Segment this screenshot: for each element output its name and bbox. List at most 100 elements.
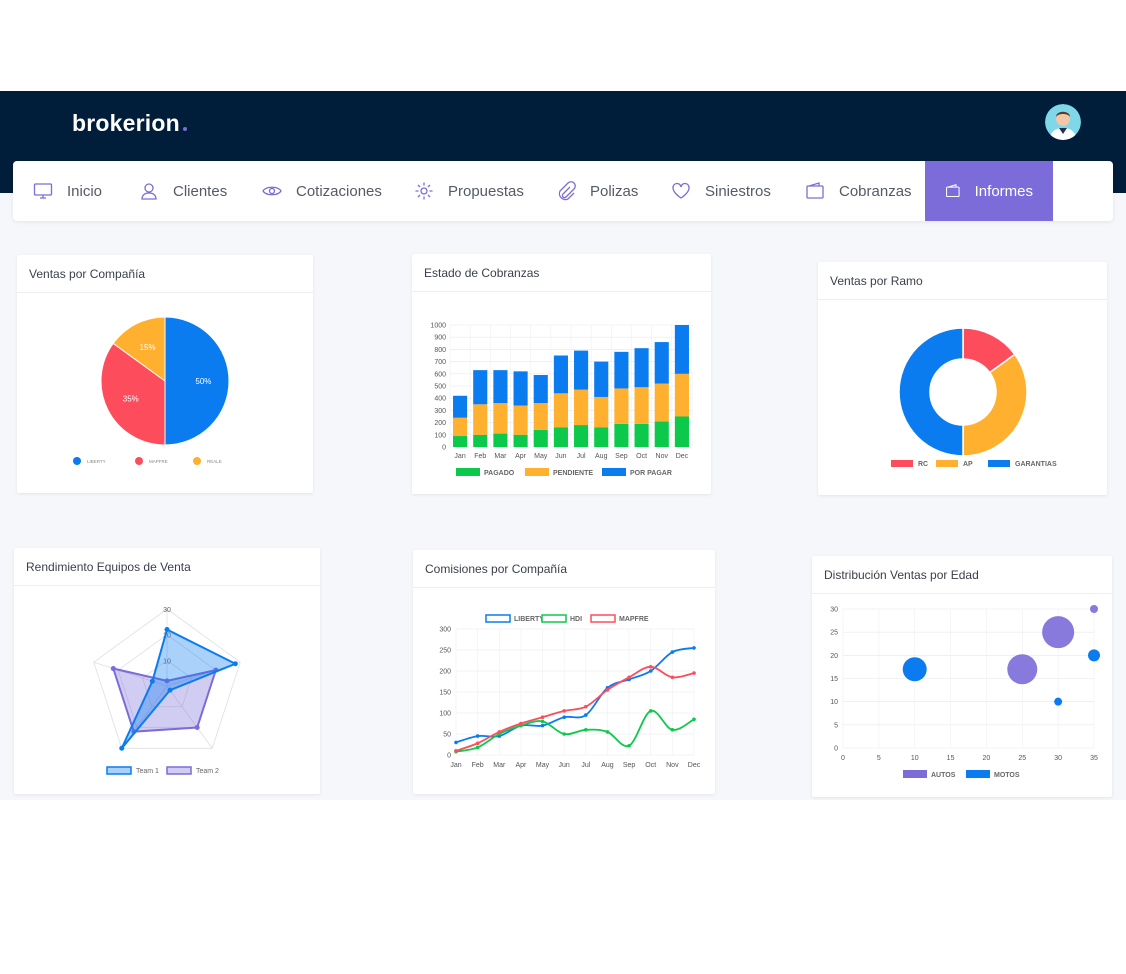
legend-label: REALE	[207, 459, 222, 464]
line-point	[648, 709, 653, 713]
legend-marker	[166, 766, 192, 775]
nav-item-clientes[interactable]: Clientes	[139, 161, 227, 221]
gear-icon	[415, 182, 433, 200]
nav-item-cobranzas[interactable]: Cobranzas	[805, 161, 912, 221]
line-point	[562, 715, 566, 719]
card-title: Distribución Ventas por Edad	[812, 556, 1112, 594]
bubble-point	[1090, 605, 1098, 613]
bar-segment	[594, 396, 609, 428]
card-ventas-por-compania: Ventas por Compañía 50% 35% 15% LIBERTY MAPF…	[17, 255, 313, 493]
line-point	[648, 669, 653, 673]
legend-label: AUTOS	[931, 772, 956, 779]
y-tick-label: 1000	[430, 323, 446, 330]
x-tick-label: Apr	[515, 453, 527, 460]
y-tick-label: 5	[834, 722, 838, 729]
x-tick-label: Feb	[474, 453, 486, 460]
x-tick-label: 0	[841, 755, 845, 762]
bar-segment	[594, 361, 609, 397]
y-tick-label: 250	[439, 648, 451, 655]
main-nav: Inicio Clientes Cotizaciones Propuestas …	[13, 161, 1113, 221]
line-point	[540, 719, 545, 724]
user-avatar[interactable]	[1045, 104, 1081, 140]
nav-item-propuestas[interactable]: Propuestas	[414, 161, 524, 221]
x-tick-label: 35	[1090, 755, 1098, 762]
nav-label: Cotizaciones	[296, 182, 382, 200]
y-tick-label: 700	[434, 359, 446, 366]
user-icon	[141, 183, 157, 200]
brand-logo[interactable]: brokerion	[72, 110, 187, 137]
x-tick-label: Sep	[615, 453, 628, 460]
nav-label: Propuestas	[448, 182, 524, 200]
bar-segment	[513, 434, 528, 447]
x-tick-label: Mar	[494, 453, 507, 460]
line-point	[475, 741, 480, 746]
legend-marker	[485, 614, 511, 623]
nav-item-cotizaciones[interactable]: Cotizaciones	[262, 161, 382, 221]
legend-marker	[891, 460, 913, 467]
y-tick-label: 100	[434, 432, 446, 439]
y-tick-label: 15	[830, 676, 838, 683]
nav-item-inicio[interactable]: Inicio	[33, 161, 102, 221]
line-point	[605, 730, 610, 734]
radar-point	[164, 678, 170, 684]
bubble-point	[1007, 654, 1038, 685]
pie-chart: 50% 35% 15% LIBERTY MAPFRE REALE	[73, 316, 230, 465]
radar-point	[149, 678, 155, 684]
bar-segment	[553, 393, 568, 428]
line-point	[562, 732, 566, 736]
bar-segment	[473, 404, 488, 435]
heart-icon	[672, 182, 690, 199]
nav-label: Siniestros	[705, 182, 771, 200]
bar-segment	[634, 423, 649, 447]
line-point	[497, 730, 502, 734]
bubble-chart: 0 5 10 15 20 25 30 0 5 10 15 20 25 30 35 AUTOS MOTOS	[830, 605, 1100, 779]
x-tick-label: Feb	[472, 762, 484, 769]
bar-segment	[533, 375, 548, 404]
bar-segment	[654, 421, 669, 447]
top-margin	[0, 0, 1126, 91]
bar-segment	[674, 416, 689, 447]
legend-marker	[903, 770, 927, 778]
x-tick-label: Jun	[559, 762, 570, 769]
nav-label: Cobranzas	[839, 182, 912, 200]
y-tick-label: 30	[830, 607, 838, 614]
x-tick-label: Nov	[666, 762, 679, 769]
y-tick-label: 300	[439, 627, 451, 634]
radar-point	[119, 745, 125, 751]
radar-grid	[117, 634, 217, 728]
bar-segment	[473, 370, 488, 405]
nav-item-polizas[interactable]: Polizas	[556, 161, 638, 221]
card-comisiones-por-compania: Comisiones por Compañía 0 50 100 150 200 250 3…	[413, 550, 715, 794]
bar-segment	[654, 342, 669, 384]
wallet-icon	[806, 182, 824, 199]
line-series	[455, 647, 695, 744]
legend-label: MAPFRE	[149, 459, 168, 464]
line-point	[692, 717, 696, 722]
bar-segment	[634, 348, 649, 388]
legend-marker	[106, 766, 132, 775]
y-tick-label: 0	[447, 753, 451, 760]
legend-label: HDI	[570, 616, 582, 623]
line-series	[455, 665, 695, 752]
x-tick-label: Sep	[623, 762, 636, 769]
x-tick-label: 10	[911, 755, 919, 762]
bar-segment	[513, 405, 528, 435]
legend-label: RC	[918, 461, 928, 468]
bar-segment	[453, 436, 468, 447]
radar-spoke	[93, 661, 168, 687]
x-tick-label: 25	[1018, 755, 1026, 762]
x-tick-label: Dec	[688, 762, 701, 769]
line-point	[454, 749, 458, 753]
bar-segment	[533, 429, 548, 447]
wallet-icon	[946, 184, 960, 197]
line-point	[584, 704, 588, 709]
nav-item-informes[interactable]: Informes	[925, 161, 1053, 221]
legend-label: LIBERTY	[87, 459, 106, 464]
y-tick-label: 20	[830, 653, 838, 660]
nav-item-siniestros[interactable]: Siniestros	[671, 161, 771, 221]
line-point	[605, 688, 610, 692]
x-tick-label: Jul	[581, 762, 590, 769]
radar-chart: 30 20 10 Team 1 Team 2	[93, 607, 241, 775]
legend-marker	[135, 457, 143, 465]
x-tick-label: May	[534, 453, 548, 460]
